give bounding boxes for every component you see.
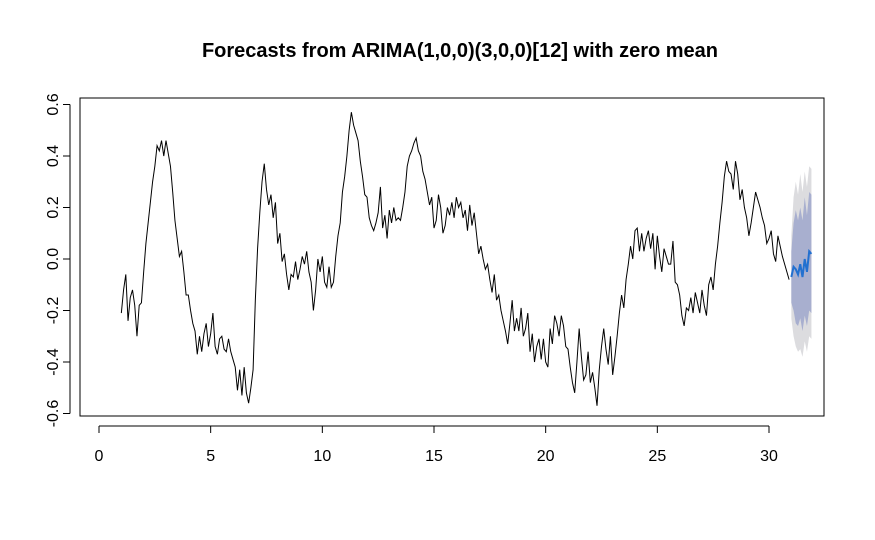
y-tick-label: 0.4 (45, 145, 62, 167)
x-tick-label: 20 (537, 448, 555, 465)
x-tick-label: 30 (760, 448, 778, 465)
forecast-intervals (791, 166, 812, 357)
x-tick-label: 10 (313, 448, 331, 465)
x-tick-label: 0 (95, 448, 104, 465)
y-tick-label: 0.6 (45, 93, 62, 115)
x-axis: 0 5 10 15 20 25 30 (95, 425, 778, 465)
y-tick-label: 0.2 (45, 196, 62, 218)
series-line-0 (120, 112, 790, 406)
y-axis: -0.6 -0.4 -0.2 0.0 0.2 0.4 0.6 (45, 93, 71, 428)
y-tick-label: 0.0 (45, 248, 62, 270)
chart-title: Forecasts from ARIMA(1,0,0)(3,0,0)[12] w… (202, 40, 718, 62)
band-80 (791, 192, 812, 332)
y-tick-label: -0.6 (45, 400, 62, 428)
forecast-mean-line (790, 248, 813, 278)
forecast-layer (790, 248, 813, 278)
x-tick-label: 25 (648, 448, 666, 465)
x-tick-label: 5 (206, 448, 215, 465)
x-tick-label: 15 (425, 448, 443, 465)
series-layer (120, 112, 790, 406)
plot-frame (79, 97, 825, 417)
y-tick-label: -0.4 (45, 348, 62, 376)
plot-area (79, 97, 825, 417)
y-tick-label: -0.2 (45, 297, 62, 325)
